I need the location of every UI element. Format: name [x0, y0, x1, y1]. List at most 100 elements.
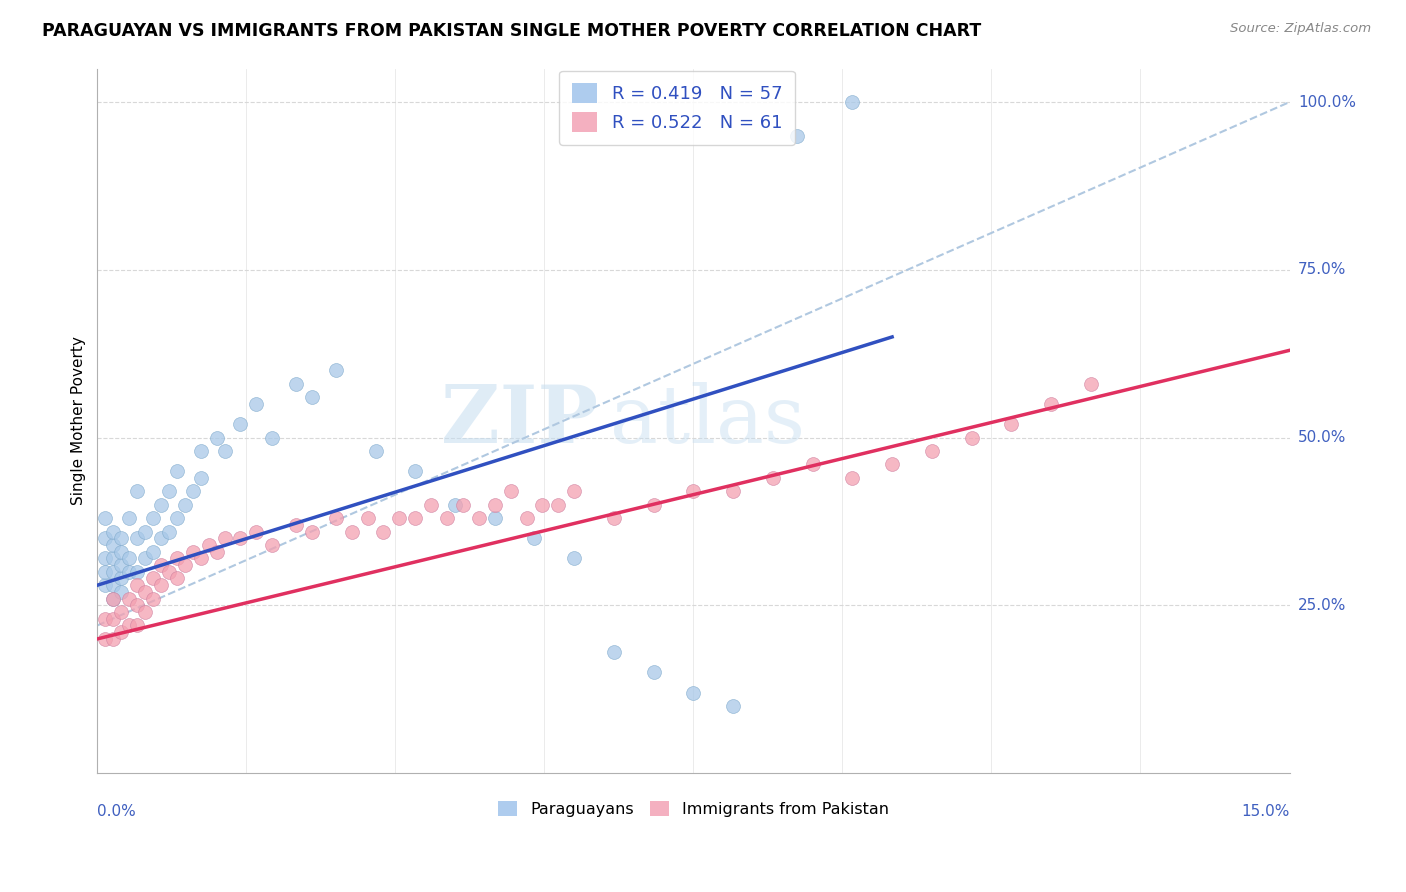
Point [197, 538, 219, 552]
Point [841, 471, 863, 485]
Point [214, 444, 236, 458]
Point [127, 618, 149, 632]
Point [110, 605, 132, 619]
Point [181, 484, 204, 499]
Point [921, 444, 943, 458]
Point [1040, 397, 1063, 411]
Point [166, 511, 188, 525]
Point [110, 572, 132, 586]
Text: 100.0%: 100.0% [1298, 95, 1355, 110]
Point [436, 511, 458, 525]
Point [157, 484, 180, 499]
Point [643, 498, 665, 512]
Point [484, 511, 506, 525]
Point [245, 397, 267, 411]
Point [149, 498, 172, 512]
Point [134, 524, 156, 539]
Text: ZIP: ZIP [441, 382, 598, 459]
Point [118, 591, 141, 606]
Point [110, 531, 132, 545]
Point [134, 605, 156, 619]
Point [484, 498, 506, 512]
Point [451, 498, 474, 512]
Point [103, 551, 125, 566]
Point [94, 511, 117, 525]
Point [142, 544, 165, 558]
Y-axis label: Single Mother Poverty: Single Mother Poverty [72, 336, 86, 505]
Text: 50.0%: 50.0% [1298, 430, 1346, 445]
Text: 0.0%: 0.0% [97, 804, 136, 819]
Point [262, 538, 284, 552]
Point [103, 591, 125, 606]
Point [682, 484, 704, 499]
Point [118, 565, 141, 579]
Point [468, 511, 491, 525]
Point [205, 544, 228, 558]
Text: 15.0%: 15.0% [1241, 804, 1289, 819]
Point [103, 612, 125, 626]
Text: 25.0%: 25.0% [1298, 598, 1346, 613]
Point [882, 458, 904, 472]
Point [682, 685, 704, 699]
Point [325, 363, 347, 377]
Point [841, 95, 863, 109]
Point [181, 544, 204, 558]
Text: PARAGUAYAN VS IMMIGRANTS FROM PAKISTAN SINGLE MOTHER POVERTY CORRELATION CHART: PARAGUAYAN VS IMMIGRANTS FROM PAKISTAN S… [42, 22, 981, 40]
Text: Source: ZipAtlas.com: Source: ZipAtlas.com [1230, 22, 1371, 36]
Point [404, 511, 426, 525]
Point [762, 471, 785, 485]
Point [515, 511, 537, 525]
Point [562, 551, 585, 566]
Point [127, 565, 149, 579]
Point [499, 484, 522, 499]
Text: atlas: atlas [610, 382, 806, 459]
Legend: Paraguayans, Immigrants from Pakistan: Paraguayans, Immigrants from Pakistan [491, 793, 897, 825]
Point [245, 524, 267, 539]
Point [1080, 376, 1102, 391]
Point [142, 591, 165, 606]
Point [721, 484, 744, 499]
Point [364, 444, 387, 458]
Point [285, 517, 308, 532]
Point [420, 498, 443, 512]
Point [118, 551, 141, 566]
Point [103, 578, 125, 592]
Point [103, 565, 125, 579]
Point [118, 511, 141, 525]
Point [118, 618, 141, 632]
Point [373, 524, 395, 539]
Point [562, 484, 585, 499]
Point [94, 531, 117, 545]
Point [103, 524, 125, 539]
Point [325, 511, 347, 525]
Point [149, 578, 172, 592]
Point [127, 599, 149, 613]
Point [149, 531, 172, 545]
Point [103, 632, 125, 646]
Point [166, 551, 188, 566]
Point [786, 128, 808, 143]
Point [1000, 417, 1022, 432]
Point [142, 572, 165, 586]
Point [444, 498, 467, 512]
Point [166, 464, 188, 478]
Point [142, 511, 165, 525]
Point [523, 531, 546, 545]
Point [190, 551, 212, 566]
Point [801, 458, 824, 472]
Point [547, 498, 569, 512]
Point [205, 431, 228, 445]
Point [103, 591, 125, 606]
Point [134, 585, 156, 599]
Point [110, 544, 132, 558]
Point [262, 431, 284, 445]
Point [643, 665, 665, 680]
Point [127, 578, 149, 592]
Point [603, 511, 626, 525]
Point [94, 612, 117, 626]
Point [356, 511, 378, 525]
Point [157, 565, 180, 579]
Point [531, 498, 554, 512]
Text: 75.0%: 75.0% [1298, 262, 1346, 277]
Point [149, 558, 172, 572]
